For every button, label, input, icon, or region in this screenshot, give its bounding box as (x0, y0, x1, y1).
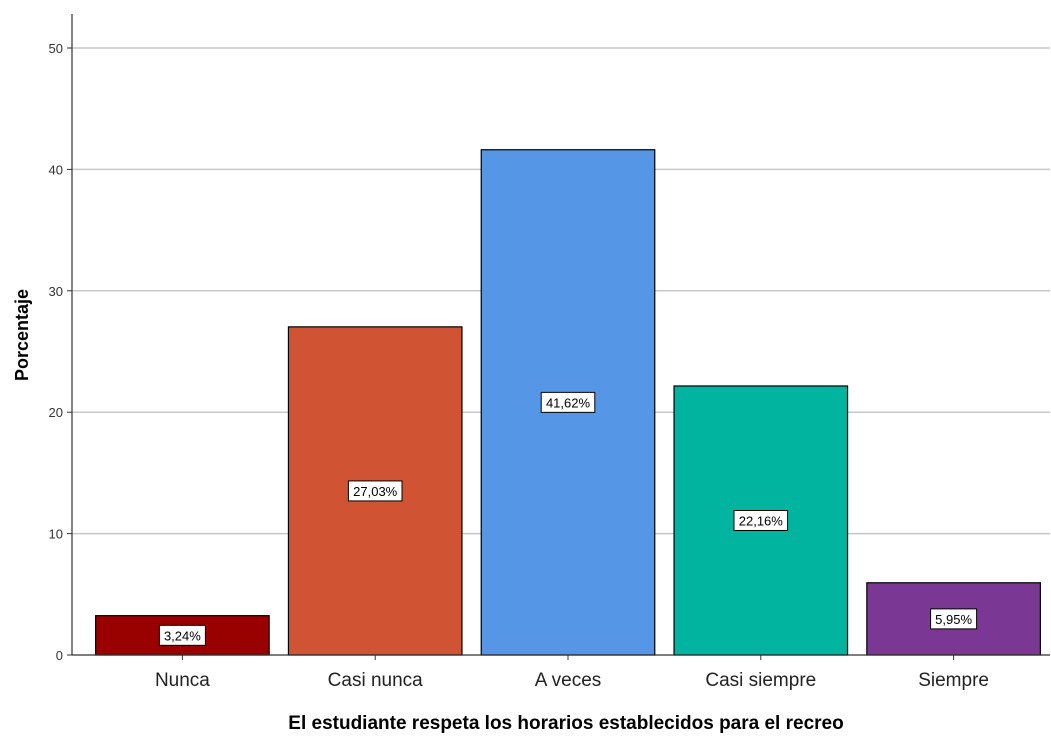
data-label: 3,24% (158, 624, 206, 646)
x-category-label: A veces (535, 670, 602, 691)
data-label: 22,16% (733, 509, 789, 531)
data-label-box (733, 509, 789, 531)
y-tick-label: 0 (56, 648, 63, 663)
x-category-label: Nunca (155, 670, 210, 691)
y-axis-title: Porcentaje (12, 289, 32, 381)
data-label-box (158, 624, 206, 646)
x-category-label: Siempre (918, 670, 989, 691)
data-label-text: 22,16% (739, 513, 784, 528)
data-label: 5,95% (930, 608, 978, 630)
bars (95, 149, 1041, 656)
x-axis-title: El estudiante respeta los horarios estab… (288, 713, 843, 734)
data-label-box (347, 480, 403, 502)
x-category-label: Casi siempre (705, 670, 816, 691)
y-tick-labels: 0 10 20 30 40 50 (49, 41, 63, 663)
x-category-labels: Nunca Casi nunca A veces Casi siempre Siempr… (155, 670, 989, 691)
y-tick-label: 20 (49, 405, 63, 420)
data-label: 27,03% (347, 480, 403, 502)
data-labels: 3,24% 27,03% 41,62% 22,16% 5,95% (158, 391, 978, 646)
y-tick-label: 50 (49, 41, 63, 56)
data-label: 41,62% (540, 391, 596, 413)
data-label-text: 5,95% (935, 612, 972, 627)
y-tick-label: 40 (49, 162, 63, 177)
x-category-label: Casi nunca (328, 670, 423, 691)
y-tick-label: 30 (49, 284, 63, 299)
data-label-text: 41,62% (546, 395, 591, 410)
data-label-text: 3,24% (164, 628, 201, 643)
y-tick-label: 10 (49, 527, 63, 542)
data-label-box (930, 608, 978, 630)
axes (67, 14, 1050, 660)
data-label-text: 27,03% (353, 484, 398, 499)
data-label-box (540, 391, 596, 413)
